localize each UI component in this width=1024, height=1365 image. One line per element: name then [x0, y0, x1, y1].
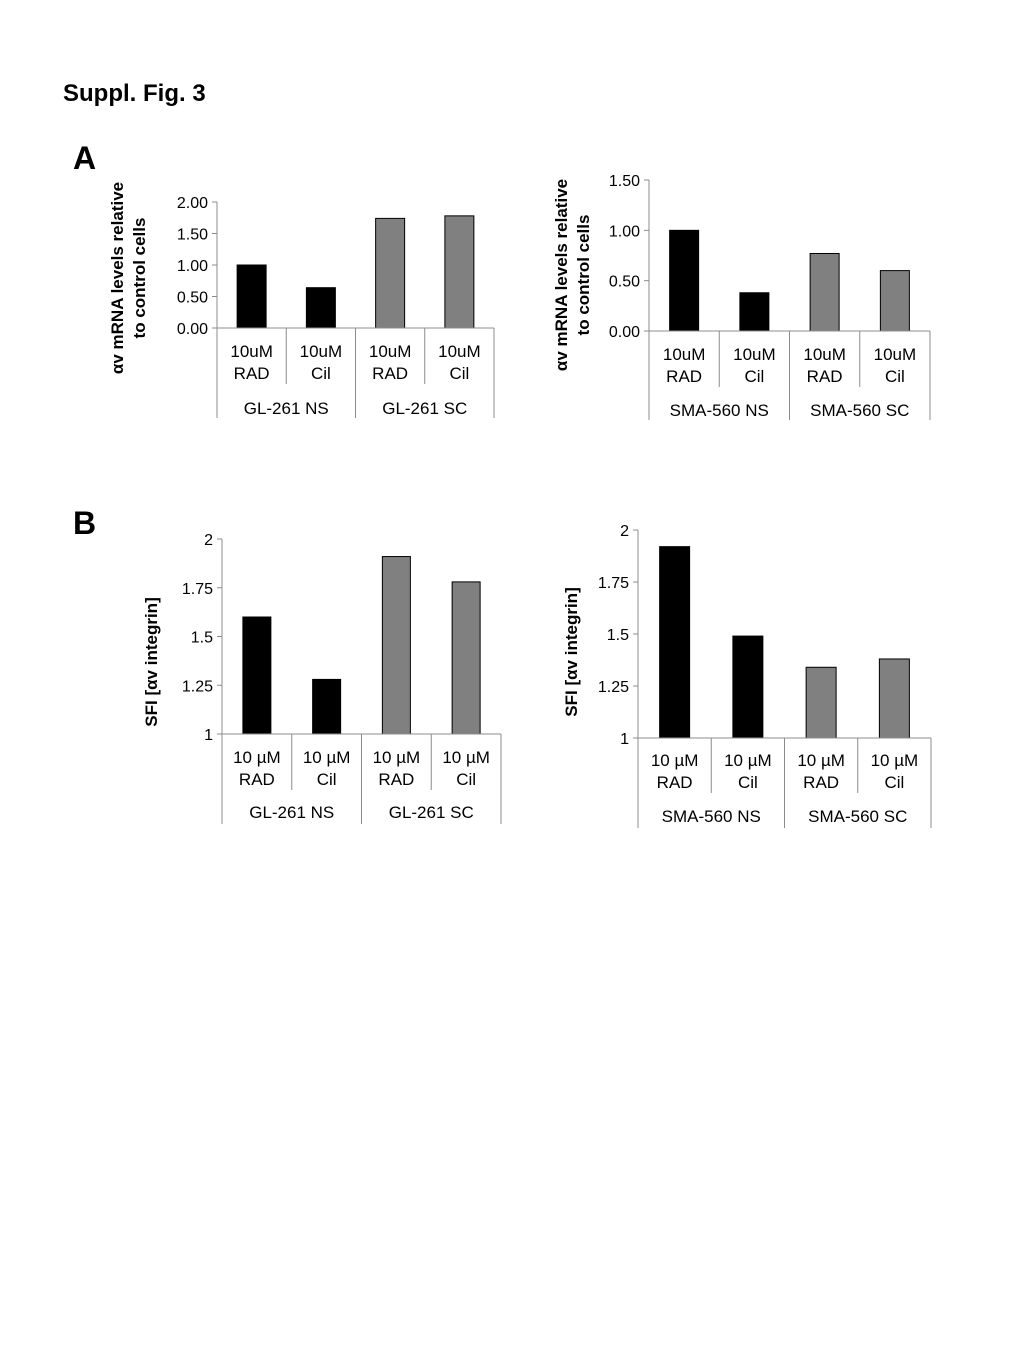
y-tick-label: 1.00 [609, 223, 640, 240]
y-tick-label: 1.75 [182, 581, 213, 598]
category-label-line2: Cil [738, 773, 758, 792]
y-axis-title: αv mRNA levels relative to control cells [552, 179, 593, 371]
category-label-line1: 10uM [230, 342, 273, 361]
category-label-line2: RAD [666, 367, 702, 386]
bar-sma-560-sc-2 [809, 252, 840, 332]
category-label-line2: Cil [311, 364, 331, 383]
y-axis-title: SFI [αv integrin] [142, 597, 161, 726]
category-label-line2: RAD [372, 364, 408, 383]
category-label-line2: RAD [803, 773, 839, 792]
y-tick-label: 1.75 [598, 575, 629, 592]
y-axis-title: αv mRNA levels relative to control cells [108, 182, 149, 374]
y-tick-label: 2 [620, 523, 629, 540]
category-label-line2: Cil [449, 364, 469, 383]
y-axis-title: SFI [αv integrin] [562, 587, 581, 716]
category-label-line2: RAD [239, 770, 275, 789]
category-label-line2: RAD [657, 773, 693, 792]
group-label: GL-261 SC [382, 399, 467, 418]
category-label-line1: 10 µM [373, 748, 421, 767]
y-axis-title-line: αv mRNA levels relative [108, 182, 127, 374]
group-label: SMA-560 SC [810, 401, 909, 420]
category-label-line1: 10 µM [233, 748, 281, 767]
category-label-line2: RAD [234, 364, 270, 383]
category-label-line1: 10 µM [871, 751, 919, 770]
category-label-line1: 10uM [803, 345, 846, 364]
bar-sma-560-ns-0 [659, 546, 691, 739]
y-tick-label: 1 [620, 731, 629, 748]
y-tick-label: 1.25 [182, 678, 213, 695]
y-tick-label: 1 [204, 727, 213, 744]
category-label-line1: 10uM [438, 342, 481, 361]
bar-gl-261-ns-1 [312, 678, 342, 735]
category-label-line1: 10uM [369, 342, 412, 361]
y-axis-title-line: to control cells [574, 215, 593, 336]
y-tick-label: 0.50 [609, 274, 640, 291]
y-tick-label: 0.50 [177, 290, 208, 307]
y-tick-label: 1.25 [598, 679, 629, 696]
y-tick-label: 0.00 [177, 321, 208, 338]
category-label-line2: Cil [884, 773, 904, 792]
group-label: SMA-560 NS [670, 401, 769, 420]
category-label-line1: 10 µM [442, 748, 490, 767]
category-label-line1: 10 µM [797, 751, 845, 770]
bar-sma-560-ns-1 [732, 635, 764, 739]
bar-sma-560-sc-2 [805, 666, 837, 739]
figure-title: Suppl. Fig. 3 [63, 80, 206, 107]
bar-gl-261-ns-0 [242, 616, 272, 735]
group-label: GL-261 NS [249, 803, 334, 822]
panel-label-a: A [73, 140, 97, 176]
y-tick-label: 1.50 [177, 227, 208, 244]
category-label-line2: Cil [885, 367, 905, 386]
y-axis-title-line: αv mRNA levels relative [552, 179, 571, 371]
category-label-line1: 10 µM [724, 751, 772, 770]
bar-sma-560-ns-0 [669, 229, 700, 332]
bar-gl-261-ns-1 [305, 287, 336, 329]
y-axis-title-line: SFI [αv integrin] [142, 597, 161, 726]
y-tick-label: 1.00 [177, 258, 208, 275]
category-label-line2: Cil [317, 770, 337, 789]
group-label: SMA-560 SC [808, 807, 907, 826]
y-tick-label: 1.5 [607, 627, 629, 644]
y-tick-label: 1.5 [191, 630, 213, 647]
y-axis-title-line: SFI [αv integrin] [562, 587, 581, 716]
group-label: SMA-560 NS [662, 807, 761, 826]
y-axis-title-line: to control cells [130, 218, 149, 339]
bar-sma-560-sc-3 [879, 270, 910, 332]
category-label-line1: 10uM [874, 345, 917, 364]
category-label-line2: Cil [744, 367, 764, 386]
y-tick-label: 0.00 [609, 324, 640, 341]
panel-label-b: B [73, 505, 97, 541]
category-label-line2: RAD [807, 367, 843, 386]
category-label-line1: 10 µM [303, 748, 351, 767]
y-tick-label: 2.00 [177, 195, 208, 212]
category-label-line1: 10uM [663, 345, 706, 364]
category-label-line2: Cil [456, 770, 476, 789]
y-tick-label: 2 [204, 532, 213, 549]
group-label: GL-261 SC [389, 803, 474, 822]
bar-sma-560-sc-3 [878, 658, 910, 739]
category-label-line1: 10uM [300, 342, 343, 361]
y-tick-label: 1.50 [609, 173, 640, 190]
category-label-line2: RAD [378, 770, 414, 789]
category-label-line1: 10 µM [651, 751, 699, 770]
category-label-line1: 10uM [733, 345, 776, 364]
group-label: GL-261 NS [244, 399, 329, 418]
